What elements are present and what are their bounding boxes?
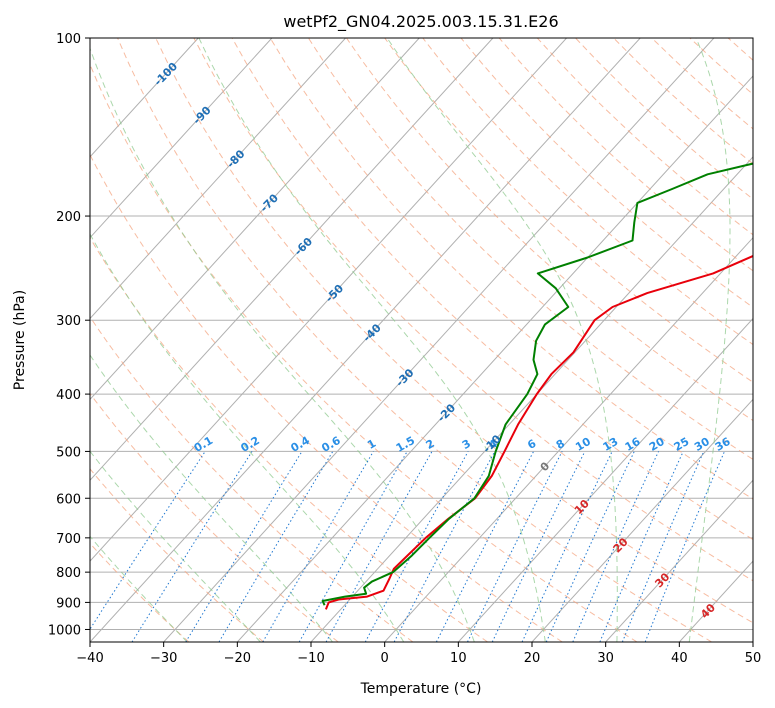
y-tick-label: 1000 xyxy=(48,623,81,638)
moist-adiabat-line xyxy=(90,354,333,642)
dry-adiabat-line xyxy=(269,38,753,500)
x-tick-label: −20 xyxy=(224,651,251,666)
dry-adiabat-line xyxy=(117,38,712,642)
isotherm-line xyxy=(90,38,420,401)
x-tick-label: 30 xyxy=(597,651,614,666)
dry-adiabat-line xyxy=(90,153,563,642)
isotherm-line xyxy=(90,38,273,239)
mixing-ratio-line xyxy=(572,451,660,642)
x-tick-label: 40 xyxy=(671,651,688,666)
x-tick-label: 20 xyxy=(524,651,541,666)
y-tick-label: 600 xyxy=(56,492,81,507)
x-tick-label: −30 xyxy=(150,651,177,666)
mixing-ratio-line xyxy=(90,451,206,631)
x-tick-label: 50 xyxy=(745,651,762,666)
x-tick-label: 10 xyxy=(450,651,467,666)
y-tick-label: 800 xyxy=(56,566,81,581)
x-tick-label: 0 xyxy=(381,651,389,666)
y-axis-label: Pressure (hPa) xyxy=(12,290,28,390)
y-tick-label: 900 xyxy=(56,596,81,611)
isotherm-line xyxy=(531,398,753,642)
background-lines xyxy=(90,38,753,642)
profile-line xyxy=(324,254,753,610)
chart-title: wetPf2_GN04.2025.003.15.31.E26 xyxy=(283,12,558,32)
mixing-ratio-line xyxy=(364,451,469,642)
plot-frame xyxy=(89,37,754,643)
isotherm-line xyxy=(236,75,753,642)
mixing-ratio-line xyxy=(621,451,705,642)
isotherm-line xyxy=(90,38,494,482)
dry-adiabat-line xyxy=(90,63,638,642)
y-tick-label: 300 xyxy=(56,314,81,329)
isotherm-line xyxy=(384,236,753,642)
dry-adiabat-line xyxy=(193,38,753,582)
x-tick-label: −40 xyxy=(76,651,103,666)
y-tick-label: 200 xyxy=(56,210,81,225)
moist-adiabat-line xyxy=(90,233,405,642)
dry-adiabat-line xyxy=(231,38,753,541)
y-tick-label: 100 xyxy=(56,32,81,47)
y-tick-label: 700 xyxy=(56,532,81,547)
mixing-ratio-line xyxy=(467,451,563,642)
axes: −40 −30 −20 −10 0 10 20 30 40 50 100 200 300 400 500 60… xyxy=(48,32,761,666)
mixing-ratio-line xyxy=(298,451,408,642)
mixing-ratio-line xyxy=(435,451,535,642)
y-tick-label: 400 xyxy=(56,388,81,403)
mixing-ratio-line xyxy=(644,451,725,642)
profile-line xyxy=(321,162,753,606)
isotherm-line xyxy=(90,38,641,642)
mixing-ratio-line xyxy=(599,451,684,642)
isotherm-line xyxy=(163,38,715,642)
profiles xyxy=(321,162,753,610)
moist-adiabat-line xyxy=(90,47,475,642)
moist-adiabat-line xyxy=(688,38,731,642)
isotherm-line xyxy=(90,38,567,562)
x-axis-label: Temperature (°C) xyxy=(360,681,482,697)
dry-adiabat-line xyxy=(90,542,190,642)
isotherm-line xyxy=(90,38,199,158)
isotherm-line xyxy=(457,317,753,642)
y-tick-label: 500 xyxy=(56,445,81,460)
dry-adiabat-line xyxy=(307,38,753,461)
isotherm-line xyxy=(605,479,753,642)
dry-adiabat-line xyxy=(90,468,264,642)
dry-adiabat-line xyxy=(155,38,753,624)
dry-adiabat-line xyxy=(90,236,488,642)
dry-adiabat-line xyxy=(346,38,753,422)
moist-adiabat-line xyxy=(198,38,546,642)
x-tick-label: −10 xyxy=(297,651,324,666)
mixing-ratio-line xyxy=(185,451,303,642)
mixing-ratio-line xyxy=(325,451,433,642)
